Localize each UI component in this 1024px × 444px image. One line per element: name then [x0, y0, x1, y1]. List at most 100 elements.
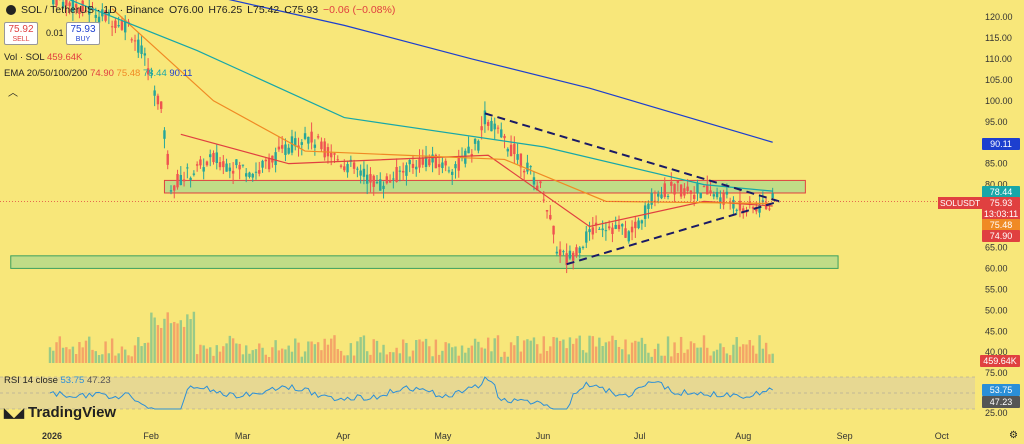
rsi-legend[interactable]: RSI 14 close 53.75 47.23 — [4, 375, 111, 386]
candle-body — [431, 154, 434, 163]
volume-legend[interactable]: Vol · SOL 459.64K — [4, 52, 82, 63]
volume-bar — [558, 340, 562, 363]
candle-body — [719, 197, 722, 204]
candle-body — [529, 166, 532, 168]
tradingview-brand[interactable]: ◣◢ TradingView — [4, 404, 116, 421]
volume-bar — [267, 356, 271, 363]
candle-body — [140, 45, 143, 55]
candle-body — [124, 19, 127, 33]
volume-bar — [519, 351, 523, 363]
volume-bar — [764, 342, 768, 363]
volume-bar — [601, 346, 604, 363]
candle-body — [657, 193, 660, 197]
volume-bar — [97, 355, 101, 363]
candle-body — [189, 177, 192, 180]
candle-body — [598, 228, 601, 230]
volume-badge: 459.64K — [980, 355, 1020, 367]
candle-body — [581, 246, 585, 248]
volume-bar — [140, 346, 143, 363]
candle-body — [287, 147, 290, 154]
volume-bar — [124, 349, 127, 363]
candle-body — [578, 247, 581, 253]
symbol-title[interactable]: SOL / TetherUS · 1D · Binance — [21, 4, 164, 16]
volume-bar — [441, 350, 444, 363]
volume-legend-label: Vol · SOL — [4, 52, 45, 63]
collapse-legend-icon[interactable]: ︿ — [8, 88, 18, 99]
volume-bar — [428, 346, 431, 363]
volume-bar — [490, 351, 493, 363]
candle-body — [284, 144, 287, 155]
volume-bar — [496, 335, 500, 363]
volume-bar — [94, 351, 97, 363]
candle-body — [434, 154, 438, 169]
candle-body — [88, 6, 91, 15]
volume-bar — [696, 347, 699, 363]
volume-bar — [195, 354, 199, 363]
volume-bar — [166, 312, 169, 363]
volume-bar — [748, 340, 751, 363]
candle-body — [110, 26, 114, 28]
candle-body — [375, 182, 379, 184]
volume-bar — [706, 347, 709, 363]
volume-bar — [575, 338, 578, 363]
volume-bar — [434, 339, 438, 363]
volume-bar — [385, 354, 389, 363]
candle-body — [385, 176, 389, 184]
settings-gear-icon[interactable]: ⚙ — [1009, 430, 1018, 441]
candle-body — [496, 127, 500, 129]
candle-body — [323, 141, 326, 158]
volume-bar — [127, 355, 130, 363]
candle-body — [751, 206, 755, 209]
price-tick-label: 95.00 — [985, 117, 1008, 127]
candle-body — [738, 200, 742, 211]
volume-bar — [454, 346, 457, 363]
candle-body — [444, 160, 447, 166]
candle-body — [565, 253, 568, 266]
time-tick-label: Feb — [143, 431, 159, 441]
volume-bar — [768, 354, 771, 363]
volume-bar — [509, 342, 513, 363]
volume-bar — [702, 335, 706, 363]
candle-body — [320, 141, 323, 150]
volume-bar — [290, 351, 294, 363]
volume-bar — [477, 341, 480, 363]
volume-bar — [627, 354, 630, 363]
candle-body — [365, 174, 369, 184]
candle-body — [159, 101, 163, 109]
volume-bar — [222, 346, 225, 363]
sell-button[interactable]: 75.92 SELL — [4, 22, 38, 45]
volume-bar — [182, 326, 186, 363]
high-value: H76.25 — [208, 4, 243, 16]
candle-body — [310, 131, 313, 143]
volume-bar — [679, 336, 683, 363]
volume-bar — [159, 327, 163, 363]
volume-bar — [307, 341, 310, 363]
candle-body — [539, 181, 542, 184]
candle-body — [621, 224, 624, 227]
candle-body — [166, 153, 169, 165]
volume-bar — [369, 354, 372, 363]
volume-bar — [421, 341, 424, 363]
candle-body — [473, 138, 477, 144]
ema-legend[interactable]: EMA 20/50/100/200 74.90 75.48 78.44 90.1… — [4, 68, 192, 79]
ema200-value: 90.11 — [169, 68, 193, 79]
volume-bar — [382, 344, 385, 363]
volume-bar — [437, 354, 441, 363]
time-tick-label: 2026 — [42, 431, 62, 441]
volume-bar — [676, 353, 680, 363]
candle-body — [428, 159, 431, 166]
last-price-badge: 75.93 — [982, 197, 1020, 209]
volume-bar — [241, 354, 245, 363]
volume-bar — [568, 337, 572, 363]
volume-bar — [133, 345, 137, 363]
volume-bar — [150, 312, 153, 363]
volume-bar — [604, 342, 608, 363]
candle-body — [379, 179, 382, 191]
countdown-badge: 13:03:11 — [982, 208, 1020, 220]
candle-body — [689, 190, 693, 194]
candle-body — [673, 184, 676, 195]
buy-button[interactable]: 75.93 BUY — [66, 22, 100, 45]
candle-body — [601, 228, 604, 231]
volume-bar — [287, 345, 290, 363]
